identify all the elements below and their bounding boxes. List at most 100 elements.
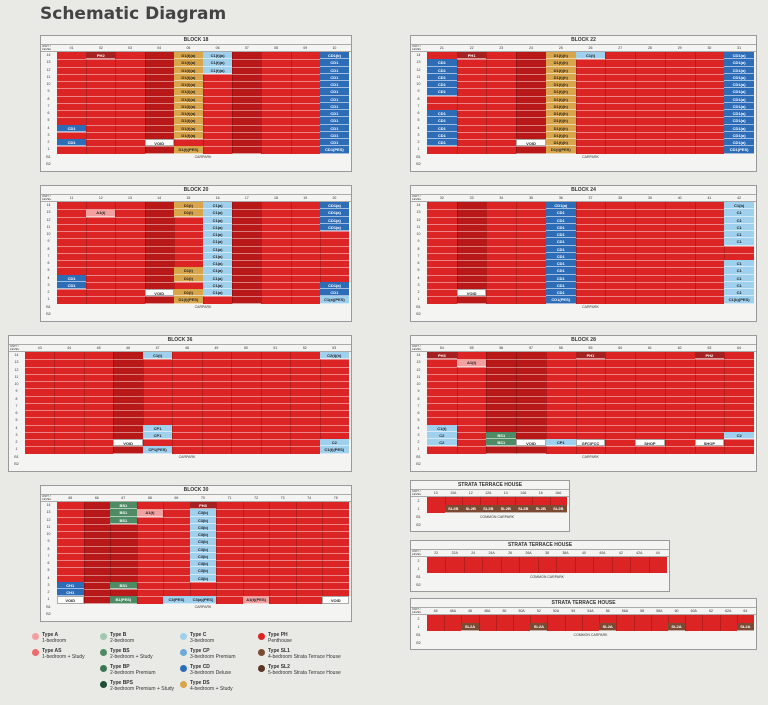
column-header-row: UNIT / LEVEL 43 44 45 46 47 48 49 50 51 52 53 [9, 344, 351, 352]
unit-type-cell: CD1 [57, 281, 87, 289]
column-line [605, 202, 607, 304]
floor-label: B1 [14, 454, 19, 459]
column-header: 15 [186, 196, 191, 200]
unit-type-cell: C3(b) [189, 531, 217, 539]
column-line [83, 352, 85, 454]
floor-label: 1 [47, 597, 50, 602]
unit-type-cell: A1(t)(PES) [242, 596, 270, 604]
unit-type-cell: C1(a) [203, 245, 233, 253]
floor-label: 2 [15, 440, 18, 444]
row-line [25, 366, 349, 368]
column-header-row: UNIT / LEVEL 21 22 23 24 25 26 27 28 29 30 31 [411, 44, 756, 52]
unit-grid: A1(t) D1(t) D1(t) D1(t) D1(t) D1(t) C1(a) C1(a)… [57, 202, 349, 304]
floor-label: B2 [14, 461, 19, 466]
legend-swatch [32, 633, 39, 640]
floor-label: B2 [416, 161, 421, 166]
dark-column [144, 202, 174, 304]
column-line [516, 352, 518, 454]
unit-type-cell: D1(t)(h) [545, 95, 576, 103]
row-line [427, 124, 754, 126]
column-header: 75 [333, 496, 338, 500]
column-line [593, 557, 595, 573]
column-header: 52 [536, 609, 541, 613]
unit-type-cell: D1(t)(h) [545, 124, 576, 132]
row-line [427, 388, 754, 390]
column-line [605, 52, 607, 154]
legend-item: Type CD 3-bedroom Deluxe [180, 664, 270, 676]
legend-type-name: Type BS [110, 648, 130, 654]
column-header: 27 [618, 46, 623, 50]
unit-type-cell: CD1 [319, 110, 349, 118]
unit-type-cell: CD1(a) [724, 139, 754, 147]
column-header: 50 [502, 609, 507, 613]
unit-type-cell: D1(t) [173, 267, 203, 275]
unit-type-cell: C1 [724, 238, 754, 246]
row-line [25, 424, 349, 426]
unit-level-label: UNIT / LEVEL [42, 44, 52, 51]
column-header: 58A [656, 609, 663, 613]
floor-label: B2 [46, 311, 51, 316]
unit-type-cell: CD1 [319, 88, 349, 96]
floor-label: 7 [47, 103, 50, 108]
column-header: 10A [450, 491, 457, 495]
legend-type-name: Type AS [42, 648, 62, 654]
column-line [444, 615, 446, 631]
legend-item: Type AS 1-bedroom + Study [32, 648, 122, 660]
legend-item: Type CP 3-bedroom Premium [180, 648, 270, 660]
block-title: BLOCK 28 [571, 337, 596, 343]
unit-type-cell: CD1 [545, 238, 576, 246]
column-header: 38 [545, 551, 549, 555]
unit-type-cell: C3(b) [189, 574, 217, 582]
unit-type-cell: CD1 [427, 139, 457, 147]
floor-label: 8 [417, 396, 420, 401]
floor-label: 2 [417, 140, 420, 144]
row-line [427, 66, 754, 68]
column-line [664, 352, 666, 454]
unit-type-cell: VOID [144, 289, 174, 297]
unit-type-cell: CP1 [142, 431, 173, 439]
floor-label: 9 [417, 239, 420, 244]
floor-label: 8 [47, 546, 50, 551]
unit-type-cell: D1(t)(a) [173, 59, 203, 67]
row-line [57, 102, 349, 104]
column-line [172, 352, 174, 454]
floor-label: 8 [417, 96, 420, 101]
legend-type-desc: 3-bedroom [190, 638, 215, 644]
unit-type-cell: CD1(PES) [545, 296, 576, 304]
row-line [57, 95, 349, 97]
floor-label: 5 [417, 118, 420, 123]
legend-swatch [180, 681, 187, 688]
floor-label: 12 [416, 67, 421, 72]
legend-type-desc: 2-bedroom + Study [110, 654, 153, 660]
floor-label: 5 [15, 418, 18, 423]
unit-grid: C1(t) C2(t)(h) CP1 CP1 VOID CP1(PES) C1(t)(PES… [25, 352, 349, 454]
unit-type-cell: BS1 [486, 431, 517, 439]
column-header-row: UNIT / LEVEL 54 55 56 57 58 59 60 61 62 63 64 [411, 344, 756, 352]
column-line [575, 202, 577, 304]
unit-type-cell: C3(b) [189, 560, 217, 568]
common-carpark-label: COMMON CARPARK [530, 575, 564, 579]
unit-type-cell: GFC/FCC [575, 439, 606, 447]
column-header: 63 [707, 346, 712, 350]
column-header: 67 [121, 496, 126, 500]
column-line [261, 52, 263, 154]
column-line [142, 352, 144, 454]
floor-label: 9 [417, 389, 420, 394]
column-header: 24 [471, 551, 476, 555]
floor-label: 2 [47, 290, 50, 294]
unit-type-cell: PH3 [189, 502, 217, 510]
unit-type-cell: D1(t)(h) [545, 117, 576, 125]
column-line [201, 352, 203, 454]
unit-type-cell: D1(t)(PES) [173, 146, 203, 154]
column-header: 21 [439, 46, 444, 50]
unit-type-cell: CD1 [319, 139, 349, 147]
unit-type-cell: C1(a) [203, 252, 233, 260]
column-line [575, 352, 577, 454]
unit-type-cell: SHOP [635, 439, 665, 447]
floor-label: 12 [416, 367, 421, 372]
row-line [25, 395, 349, 397]
floor-label: 8 [47, 96, 50, 101]
column-line [478, 615, 480, 631]
floor-label: 1 [417, 507, 420, 511]
column-header: 33 [469, 196, 474, 200]
